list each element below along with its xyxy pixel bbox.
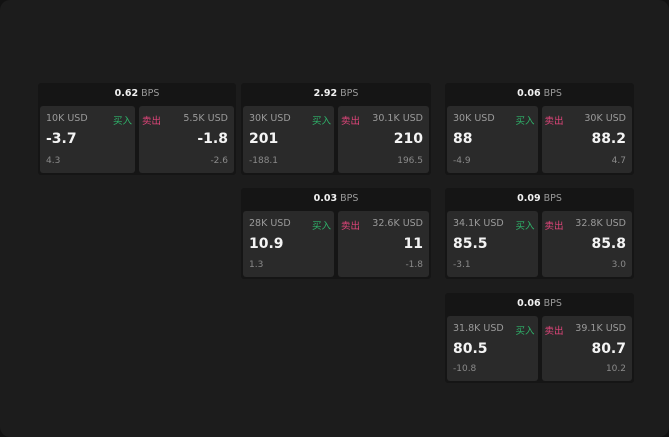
ask-size: 5.5K USD: [183, 113, 228, 124]
buy-button[interactable]: 31.8K USD 买入 80.5 -10.8: [447, 316, 538, 381]
ask-change: 196.5: [397, 156, 423, 166]
sell-button[interactable]: 卖出 32.8K USD 85.8 3.0: [541, 211, 632, 277]
spread-value: 0.62: [114, 88, 139, 99]
buy-button[interactable]: 28K USD 买入 10.9 1.3: [243, 211, 334, 277]
bid-change: 1.3: [249, 260, 264, 270]
spread-header: 0.62 BPS: [38, 83, 236, 106]
ask-price: 11: [403, 236, 423, 252]
sell-button[interactable]: 卖出 32.6K USD 11 -1.8: [338, 211, 429, 277]
ask-change: 10.2: [605, 364, 626, 374]
bid-price: 85.5: [453, 236, 488, 252]
quote-card: 0.09 BPS 34.1K USD 买入 85.5 -3.1 卖出 32.8K…: [445, 188, 634, 279]
ask-size: 32.8K USD: [575, 218, 626, 229]
ask-change: 3.0: [611, 260, 626, 270]
buy-label: 买入: [515, 221, 535, 232]
spread-unit: BPS: [340, 88, 359, 99]
quote-card: 2.92 BPS 30K USD 买入 201 -188.1 卖出 30.1K …: [241, 83, 431, 175]
sell-label: 卖出: [142, 116, 162, 127]
quote-card: 0.03 BPS 28K USD 买入 10.9 1.3 卖出 32.6K US…: [241, 188, 431, 279]
ask-price: 88.2: [591, 131, 626, 147]
spread-unit: BPS: [141, 88, 160, 99]
sell-label: 卖出: [544, 221, 564, 232]
spread-header: 0.06 BPS: [445, 83, 634, 106]
buy-button[interactable]: 34.1K USD 买入 85.5 -3.1: [447, 211, 538, 277]
sell-button[interactable]: 卖出 5.5K USD -1.8 -2.6: [139, 106, 234, 173]
bid-price: 88: [453, 131, 473, 147]
sell-label: 卖出: [341, 221, 361, 232]
spread-unit: BPS: [543, 88, 562, 99]
bid-change: -3.1: [453, 260, 471, 270]
spread-header: 2.92 BPS: [241, 83, 431, 106]
ask-price: 85.8: [591, 236, 626, 252]
spread-value: 2.92: [313, 88, 338, 99]
ask-price: 210: [393, 131, 423, 147]
sell-button[interactable]: 卖出 30K USD 88.2 4.7: [541, 106, 632, 173]
quote-card: 0.06 BPS 31.8K USD 买入 80.5 -10.8 卖出 39.1…: [445, 293, 634, 383]
ask-size: 32.6K USD: [372, 218, 423, 229]
bid-change: -10.8: [453, 364, 477, 374]
bid-price: 201: [249, 131, 279, 147]
spread-unit: BPS: [543, 298, 562, 309]
spread-value: 0.06: [517, 88, 541, 99]
spread-value: 0.06: [517, 298, 541, 309]
buy-label: 买入: [515, 116, 535, 127]
sell-button[interactable]: 卖出 30.1K USD 210 196.5: [338, 106, 429, 173]
spread-header: 0.09 BPS: [445, 188, 634, 211]
bid-size: 30K USD: [249, 113, 291, 124]
spread-header: 0.03 BPS: [241, 188, 431, 211]
bid-price: 80.5: [453, 341, 488, 357]
bid-price: -3.7: [46, 131, 77, 147]
buy-label: 买入: [112, 116, 132, 127]
buy-label: 买入: [311, 221, 331, 232]
buy-button[interactable]: 30K USD 买入 201 -188.1: [243, 106, 334, 173]
sell-label: 卖出: [544, 116, 564, 127]
spread-unit: BPS: [543, 193, 562, 204]
ask-price: 80.7: [591, 341, 626, 357]
sell-button[interactable]: 卖出 39.1K USD 80.7 10.2: [541, 316, 632, 381]
bid-size: 34.1K USD: [453, 218, 504, 229]
spread-value: 0.09: [517, 193, 541, 204]
ask-change: -1.8: [405, 260, 423, 270]
ask-size: 30K USD: [584, 113, 626, 124]
bid-change: -188.1: [249, 156, 279, 166]
bid-size: 31.8K USD: [453, 323, 504, 334]
buy-button[interactable]: 30K USD 买入 88 -4.9: [447, 106, 538, 173]
bid-price: 10.9: [249, 236, 284, 252]
ask-change: 4.7: [611, 156, 626, 166]
buy-label: 买入: [311, 116, 331, 127]
ask-change: -2.6: [210, 156, 228, 166]
spread-value: 0.03: [313, 193, 338, 204]
bid-change: 4.3: [46, 156, 61, 166]
quote-card: 0.62 BPS 10K USD 买入 -3.7 4.3 卖出 5.5K USD…: [38, 83, 236, 175]
ask-size: 30.1K USD: [372, 113, 423, 124]
bid-size: 10K USD: [46, 113, 88, 124]
spread-unit: BPS: [340, 193, 359, 204]
bid-size: 28K USD: [249, 218, 291, 229]
bid-size: 30K USD: [453, 113, 495, 124]
bid-change: -4.9: [453, 156, 471, 166]
ask-price: -1.8: [197, 131, 228, 147]
buy-label: 买入: [515, 326, 535, 337]
buy-button[interactable]: 10K USD 买入 -3.7 4.3: [40, 106, 135, 173]
spread-header: 0.06 BPS: [445, 293, 634, 316]
sell-label: 卖出: [544, 326, 564, 337]
sell-label: 卖出: [341, 116, 361, 127]
ask-size: 39.1K USD: [575, 323, 626, 334]
quote-card: 0.06 BPS 30K USD 买入 88 -4.9 卖出 30K USD 8…: [445, 83, 634, 175]
